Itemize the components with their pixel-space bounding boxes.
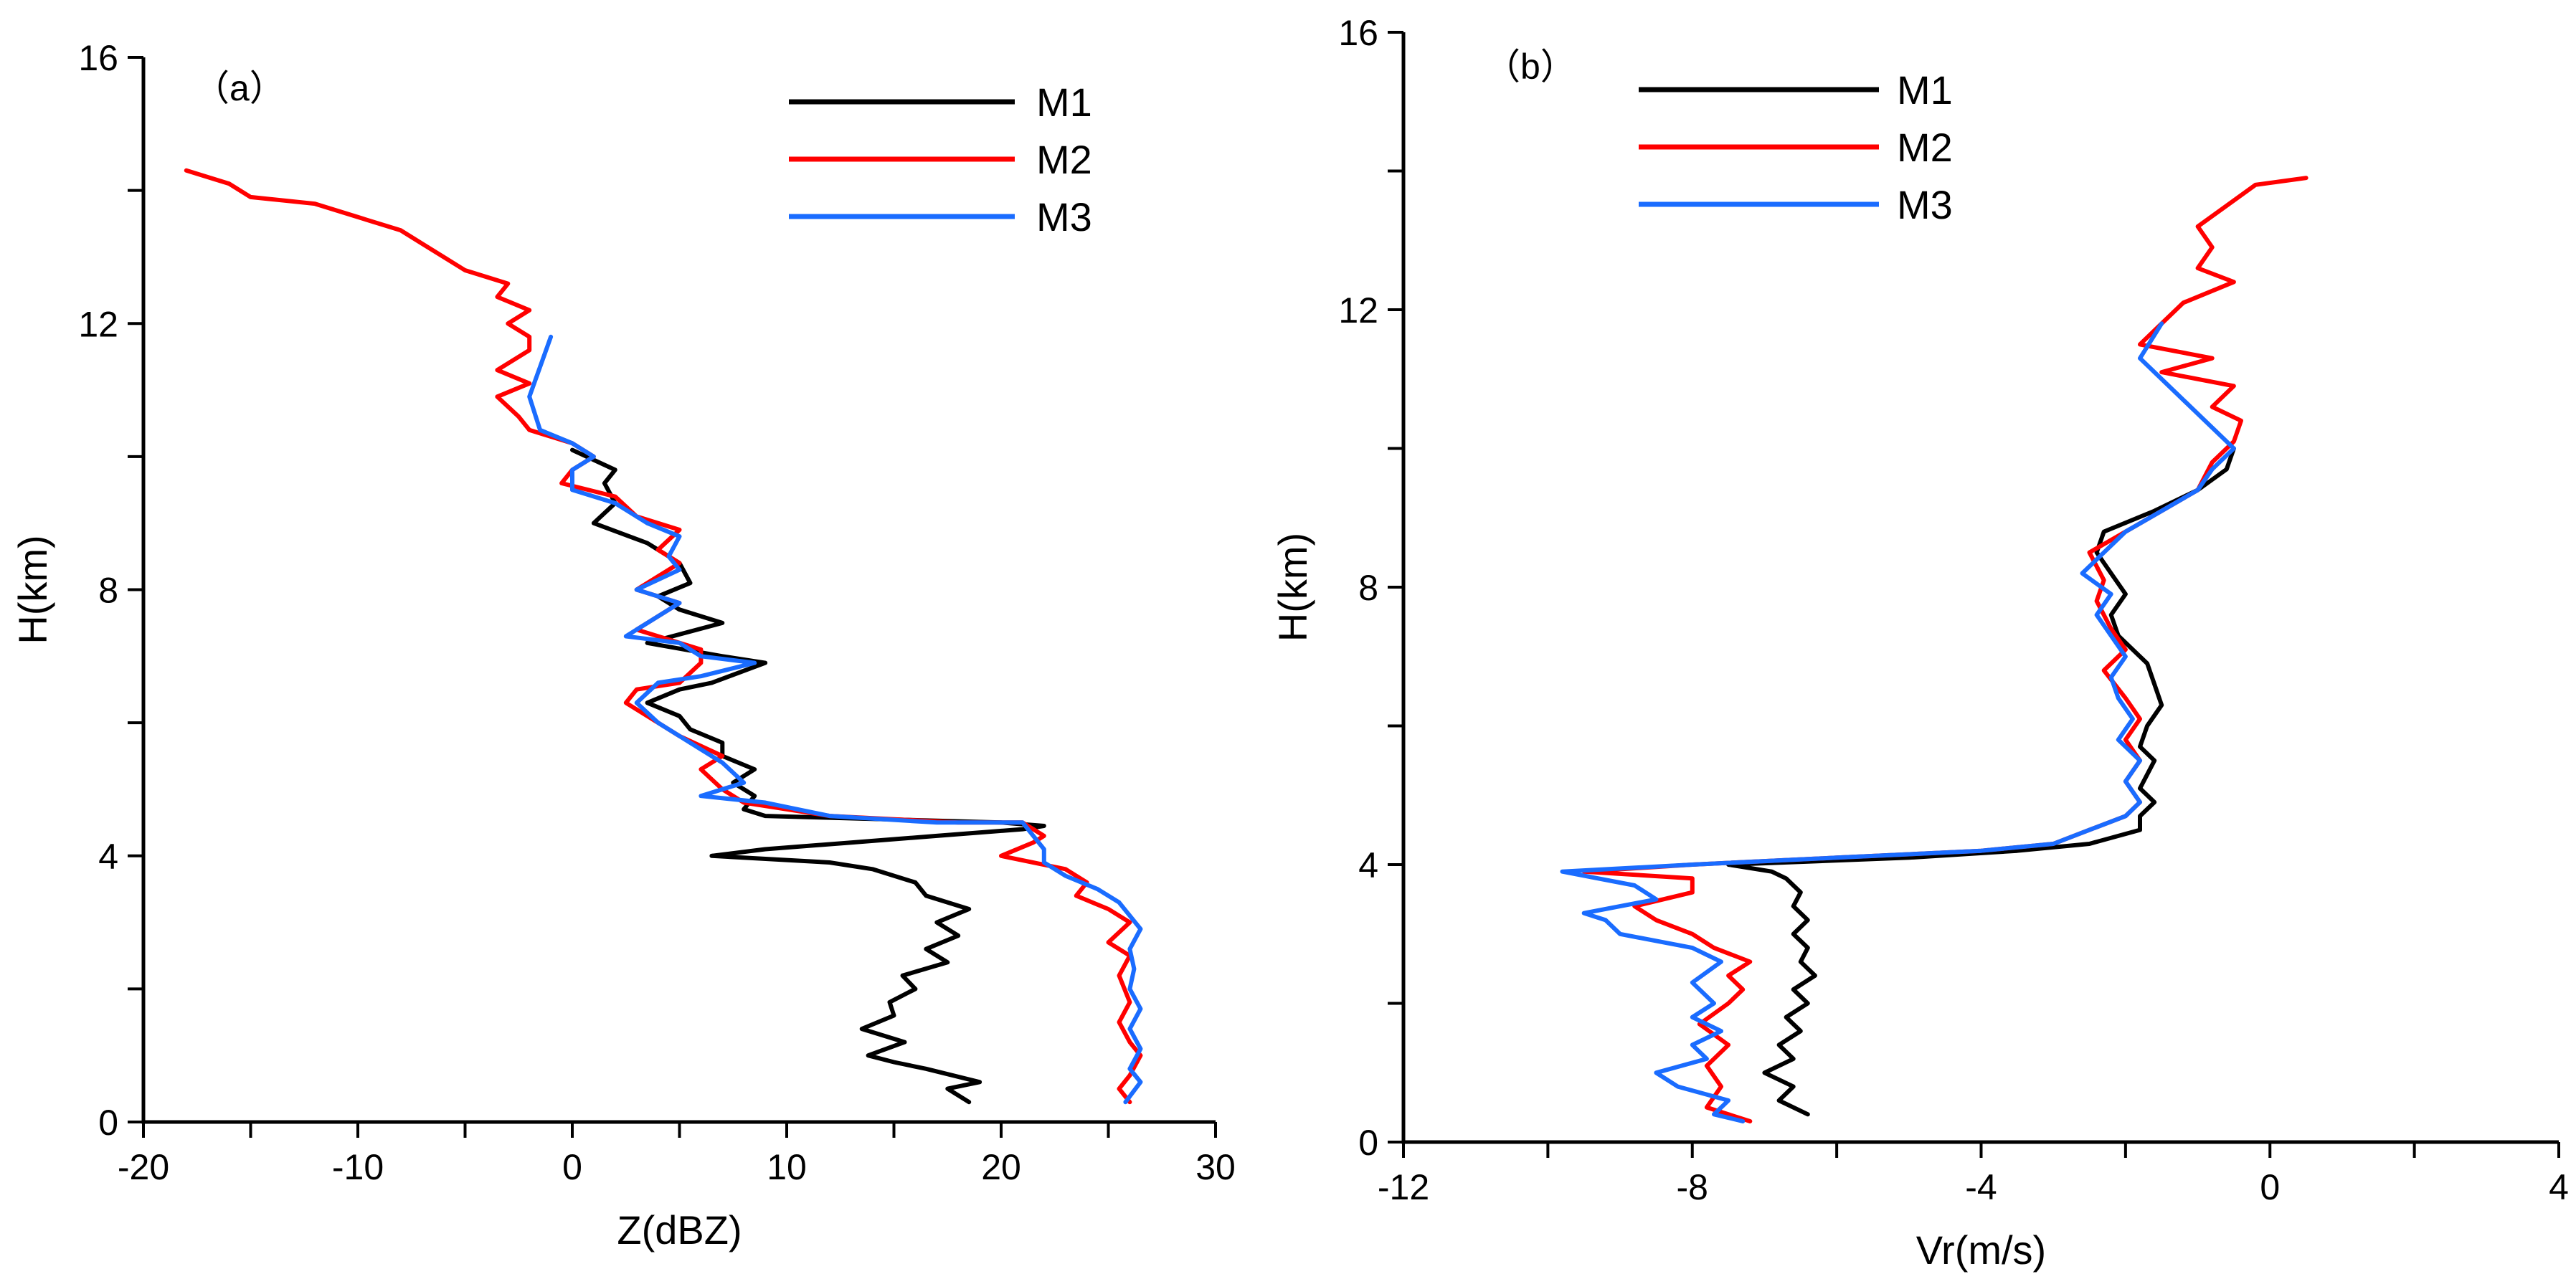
x-tick-label: -12 bbox=[1378, 1167, 1429, 1207]
series-line-m3 bbox=[527, 334, 1143, 1105]
y-tick-label: 12 bbox=[78, 304, 118, 344]
panel-b-legend: M1 M2 M3 bbox=[1639, 67, 1953, 227]
y-tick-label: 16 bbox=[1338, 13, 1378, 53]
x-tick-label: 20 bbox=[981, 1147, 1021, 1187]
x-tick-label: -8 bbox=[1677, 1167, 1708, 1207]
y-tick-label: 4 bbox=[98, 837, 118, 877]
y-tick-label: 0 bbox=[1358, 1123, 1378, 1163]
x-tick-label: 0 bbox=[562, 1147, 582, 1187]
y-tick-label: 8 bbox=[98, 571, 118, 611]
x-tick-label: 4 bbox=[2549, 1167, 2569, 1207]
legend-label-m3: M3 bbox=[1036, 194, 1092, 239]
panel-b-chart: -12 -8 -4 0 4 0 4 8 12 16 Vr(m/s) H(km) （b） M1 M2… bbox=[1270, 13, 2569, 1273]
legend-label-m2: M2 bbox=[1897, 125, 1953, 170]
y-tick-label: 8 bbox=[1358, 568, 1378, 608]
panel-a-x-axis-label: Z(dBZ) bbox=[617, 1207, 742, 1252]
panel-b-label: （b） bbox=[1484, 47, 1576, 87]
legend-label-m3: M3 bbox=[1897, 182, 1953, 227]
panel-b-y-axis-label: H(km) bbox=[1270, 533, 1315, 642]
series-line-m2 bbox=[1581, 176, 2309, 1123]
x-tick-label: 0 bbox=[2260, 1167, 2280, 1207]
legend-label-m2: M2 bbox=[1036, 137, 1092, 182]
panel-a-legend: M1 M2 M3 bbox=[789, 80, 1092, 239]
legend-label-m1: M1 bbox=[1036, 80, 1092, 125]
series-line-m2 bbox=[184, 168, 1143, 1105]
series-line-m3 bbox=[1560, 321, 2236, 1123]
y-tick-label: 16 bbox=[78, 38, 118, 78]
panel-b-x-axis-label: Vr(m/s) bbox=[1916, 1227, 2046, 1273]
series-line-m1 bbox=[1726, 446, 2236, 1117]
panel-b-plot-area bbox=[1401, 32, 2559, 1144]
x-tick-label: 10 bbox=[767, 1147, 807, 1187]
series-line-m1 bbox=[570, 447, 1046, 1105]
y-tick-label: 4 bbox=[1358, 845, 1378, 885]
y-tick-label: 12 bbox=[1338, 290, 1378, 331]
panel-a-y-axis-label: H(km) bbox=[10, 535, 55, 644]
x-tick-label: -4 bbox=[1965, 1167, 1997, 1207]
panel-a-chart: -20 -10 0 10 20 30 0 4 8 12 16 Z(dBZ) H(km) （a） M1… bbox=[10, 38, 1236, 1252]
y-tick-label: 0 bbox=[98, 1103, 118, 1143]
legend-label-m1: M1 bbox=[1897, 67, 1953, 113]
x-tick-label: -10 bbox=[332, 1147, 384, 1187]
x-tick-label: -20 bbox=[118, 1147, 169, 1187]
panel-a-label: （a） bbox=[194, 68, 285, 108]
x-tick-label: 30 bbox=[1195, 1147, 1236, 1187]
